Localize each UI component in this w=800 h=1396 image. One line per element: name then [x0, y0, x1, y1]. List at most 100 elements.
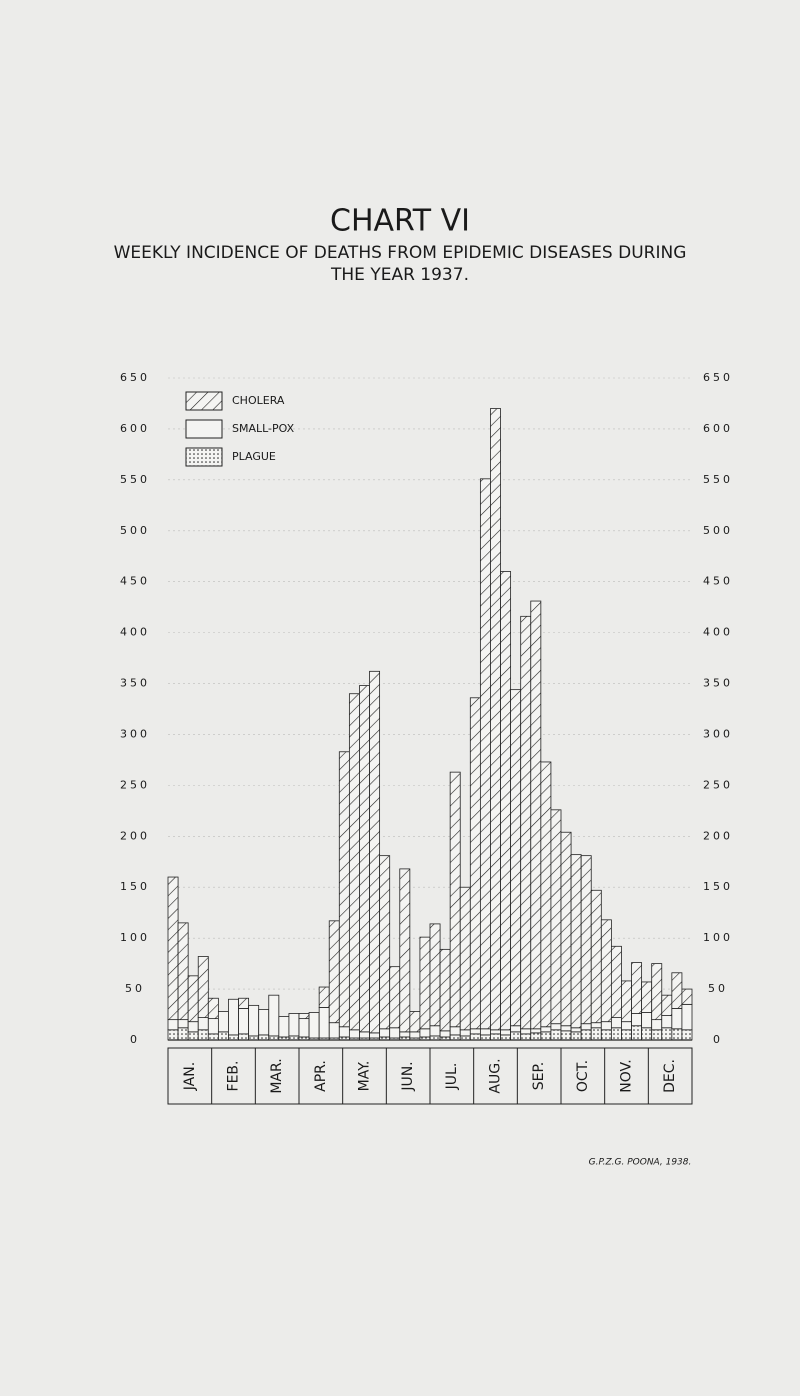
bar-segment — [379, 1028, 391, 1038]
bar-segment — [167, 1029, 179, 1041]
bar-segment — [681, 988, 693, 1005]
bar-segment — [651, 963, 663, 1021]
bar-segment — [631, 1025, 643, 1041]
bar-segment — [550, 1023, 562, 1031]
y-tick-label: 400 — [120, 626, 150, 639]
bar-segment — [590, 1022, 602, 1029]
bar-segment — [530, 600, 542, 1030]
bar-segment — [560, 831, 572, 1027]
bar-segment — [540, 1026, 552, 1033]
bar-segment — [359, 685, 370, 1033]
bar-segment — [580, 1023, 592, 1031]
bar-segment — [268, 994, 280, 1037]
bar-segment — [641, 981, 653, 1013]
bar-segment — [570, 854, 582, 1029]
bar-segment — [258, 1009, 270, 1036]
bar-segment — [590, 889, 602, 1024]
bar-segment — [520, 1028, 532, 1035]
bar-segment — [681, 1003, 693, 1031]
bar-segment — [631, 1013, 643, 1027]
bar-segment — [298, 1013, 310, 1020]
bar-segment — [490, 1029, 501, 1035]
legend-label: SMALL-POX — [232, 422, 295, 435]
bar-segment — [429, 923, 441, 1027]
bar-segment — [621, 1029, 632, 1041]
bar-segment — [469, 697, 481, 1030]
y-tick-label: 150 — [120, 880, 150, 893]
bar-segment — [338, 1026, 350, 1038]
bar-segment — [177, 1019, 189, 1029]
bar-segment — [258, 1034, 270, 1041]
y-tick-label: 0 — [130, 1033, 140, 1046]
bar-segment — [610, 1027, 622, 1041]
bar-segment — [167, 876, 179, 1021]
bar-segment — [318, 986, 330, 1008]
y2-tick-label: 100 — [703, 931, 733, 944]
bar-segment — [248, 1035, 260, 1041]
subtitle-box: WEEKLY INCIDENCE OF DEATHS FROM EPIDEMIC… — [114, 243, 687, 285]
bar-segment — [439, 948, 451, 1032]
y-tick-label: 300 — [120, 727, 150, 740]
bar-segment — [631, 962, 643, 1014]
y-tick-label: 50 — [125, 982, 145, 995]
bar-segment — [429, 1025, 441, 1037]
bar-segment — [600, 1029, 612, 1041]
bar-segment — [207, 1033, 219, 1041]
bar-segment — [429, 1035, 441, 1041]
bar-segment — [469, 1033, 481, 1041]
bar-segment — [671, 972, 683, 1009]
bar-segment — [490, 1033, 501, 1041]
bar-segment — [641, 1012, 653, 1029]
bar-segment — [248, 1004, 260, 1037]
bar-segment — [479, 1034, 491, 1041]
y2-tick-label: 650 — [703, 371, 733, 384]
bar-segment — [550, 809, 562, 1025]
bar-segment — [439, 1030, 451, 1038]
y-tick-label: 550 — [120, 473, 150, 486]
bar-segment — [540, 1031, 552, 1041]
bar-segment — [449, 1026, 461, 1036]
bar-segment — [500, 1034, 512, 1041]
bar-segment — [459, 1035, 471, 1041]
bar-segment — [197, 956, 209, 1018]
bar-segment — [399, 1031, 411, 1038]
bar-segment — [167, 1019, 179, 1031]
bar-segment — [540, 761, 552, 1028]
bar-segment — [651, 1029, 663, 1041]
y2-tick-label: 400 — [703, 626, 733, 639]
bar-segment — [177, 922, 189, 1021]
bar-segment — [238, 997, 250, 1009]
legend-label: CHOLERA — [232, 394, 285, 407]
bar-segment — [217, 1011, 229, 1033]
bar-segment — [661, 994, 673, 1016]
chart-title: CHART VI — [330, 204, 470, 239]
y2-tick-label: 500 — [703, 524, 733, 537]
bar-segment — [510, 1031, 522, 1041]
legend-swatch — [185, 447, 223, 467]
y2-tick-label: 450 — [703, 575, 733, 588]
y2-tick-label: 350 — [703, 677, 733, 690]
bar-segment — [399, 868, 411, 1033]
bar-segment — [570, 1027, 582, 1033]
month-label: JAN. — [182, 1062, 198, 1091]
bar-segment — [500, 1029, 512, 1036]
month-label: OCT. — [575, 1060, 591, 1092]
month-label: APR. — [313, 1060, 329, 1092]
bar-segment — [661, 1015, 673, 1029]
bar-segment — [490, 408, 501, 1031]
y2-tick-label: 600 — [703, 422, 733, 435]
bar-segment — [621, 1021, 632, 1031]
bar-segment — [207, 1018, 219, 1035]
bar-segment — [187, 1031, 199, 1041]
bar-segment — [379, 855, 391, 1030]
month-label: AUG. — [488, 1058, 504, 1093]
month-label: MAY. — [357, 1061, 373, 1092]
bar-segment — [621, 980, 632, 1023]
bar-segment — [449, 1034, 461, 1041]
bar-segment — [328, 1022, 340, 1039]
bar-segment — [681, 1029, 693, 1041]
bar-segment — [419, 936, 431, 1030]
bar-segment — [560, 1025, 572, 1032]
bar-segment — [228, 1034, 239, 1041]
